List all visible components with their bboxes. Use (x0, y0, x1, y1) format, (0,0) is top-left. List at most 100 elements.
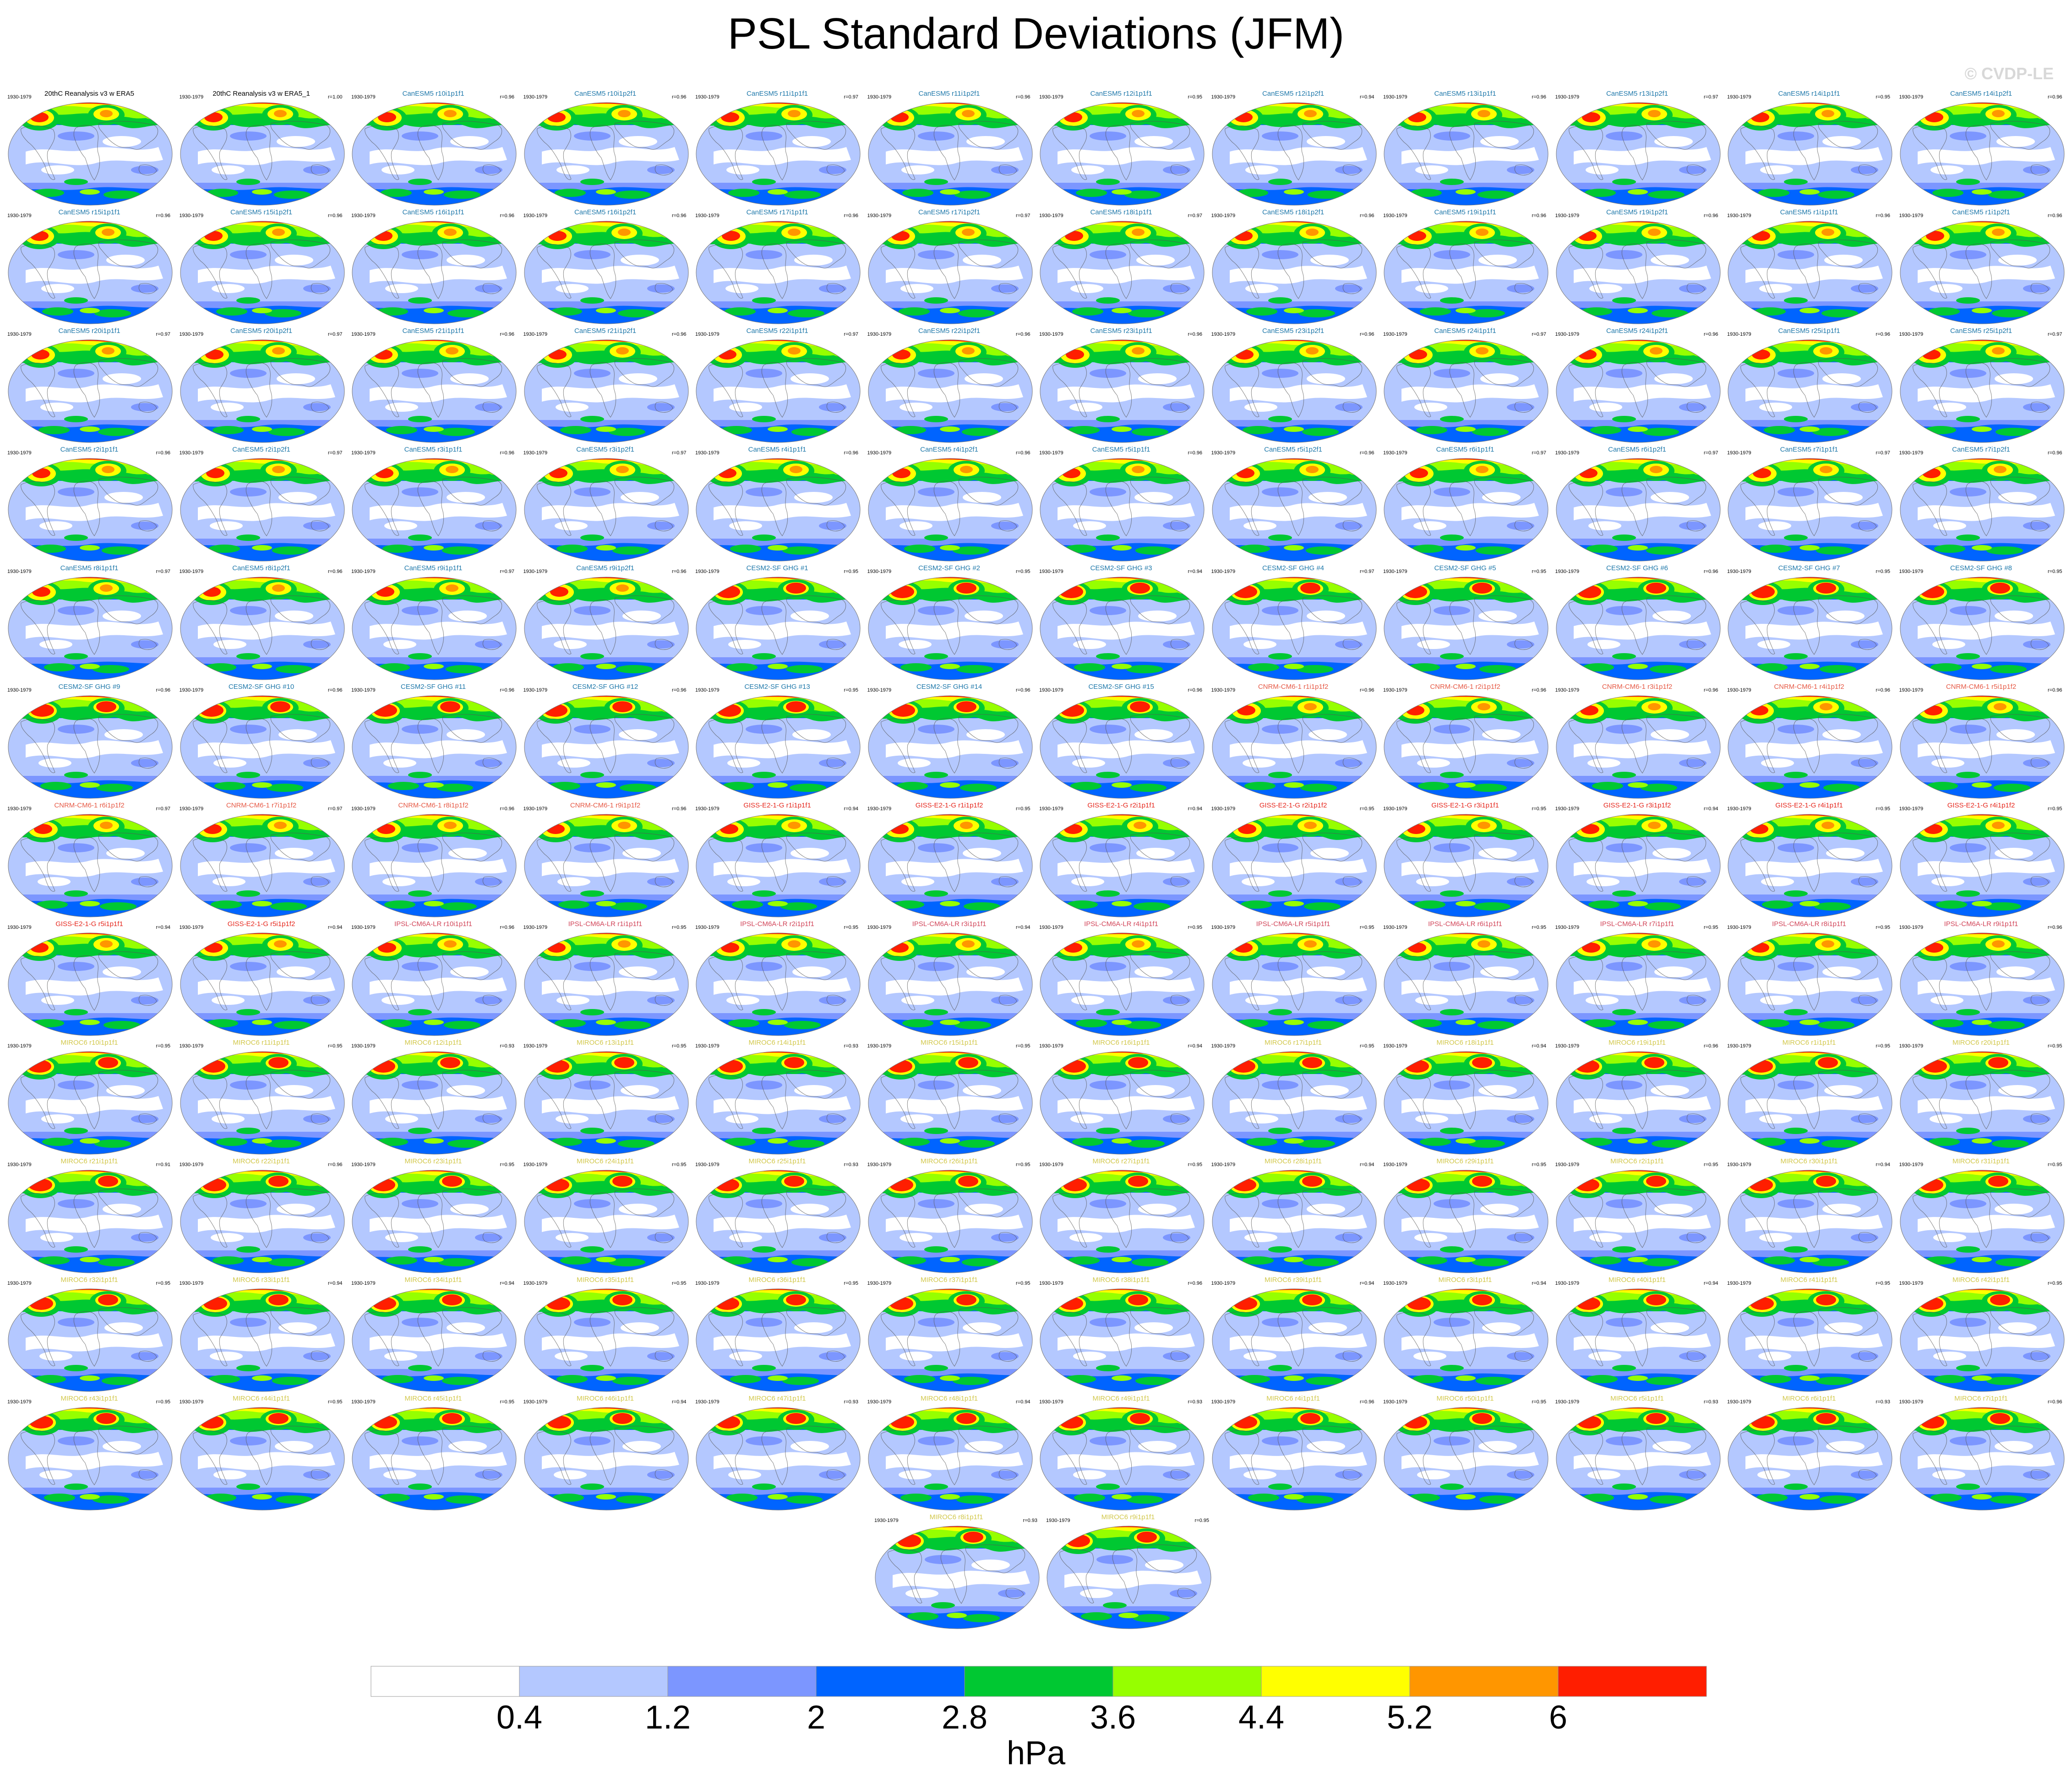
panel-period: 1930-1979 (1383, 1043, 1407, 1049)
panel-period: 1930-1979 (523, 925, 548, 930)
panel-pattern-correlation: r=0.96 (1704, 213, 1718, 218)
copyright-watermark: © CVDP-LE (1964, 64, 2054, 83)
contour-map (1900, 221, 2064, 324)
contour-map (868, 1170, 1032, 1273)
map-panel: 1930-1979 MIROC6 r36i1p1f1 r=0.95 (689, 1276, 861, 1395)
panel-label: CanESM5 r7i1p1f1 (1780, 446, 1838, 453)
map-panel: 1930-1979 MIROC6 r6i1p1f1 r=0.93 (1721, 1395, 1893, 1513)
panel-period: 1930-1979 (179, 569, 204, 574)
panel-pattern-correlation: r=0.97 (844, 94, 859, 100)
map-panel: 1930-1979 MIROC6 r10i1p1f1 r=0.95 (1, 1039, 173, 1157)
contour-map (696, 102, 861, 206)
panel-period: 1930-1979 (7, 925, 32, 930)
panel-label: MIROC6 r33i1p1f1 (232, 1276, 290, 1284)
map-panel: 1930-1979 CanESM5 r19i1p2f1 r=0.96 (1549, 209, 1721, 327)
map-panel: 1930-1979 MIROC6 r35i1p1f1 r=0.95 (517, 1276, 689, 1395)
panel-label: CESM2-SF GHG #9 (58, 683, 120, 691)
map-panel: 1930-1979 GISS-E2-1-G r3i1p1f1 r=0.95 (1377, 802, 1549, 920)
map-panel: 1930-1979 IPSL-CM6A-LR r5i1p1f1 r=0.95 (1205, 921, 1377, 1039)
panel-label: GISS-E2-1-G r4i1p1f1 (1775, 802, 1843, 809)
panel-label: MIROC6 r38i1p1f1 (1092, 1276, 1150, 1284)
map-panel: 1930-1979 CanESM5 r5i1p2f1 r=0.96 (1205, 446, 1377, 564)
map-panel: 1930-1979 CanESM5 r23i1p1f1 r=0.96 (1033, 327, 1205, 446)
contour-map (180, 695, 344, 799)
panel-pattern-correlation: r=0.95 (844, 687, 859, 693)
panel-period: 1930-1979 (1211, 213, 1236, 218)
panel-period: 1930-1979 (351, 1281, 376, 1286)
panel-pattern-correlation: r=0.93 (844, 1399, 859, 1405)
contour-map (1212, 1288, 1376, 1392)
panel-label: MIROC6 r10i1p1f1 (60, 1039, 118, 1047)
contour-map (1212, 695, 1376, 799)
panel-pattern-correlation: r=0.93 (844, 1162, 859, 1167)
panel-label: CanESM5 r11i1p1f1 (747, 90, 808, 98)
panel-period: 1930-1979 (351, 450, 376, 456)
panel-period: 1930-1979 (1727, 332, 1751, 337)
panel-period: 1930-1979 (695, 925, 720, 930)
panel-period: 1930-1979 (1211, 1281, 1236, 1286)
panel-period: 1930-1979 (1899, 1399, 1924, 1405)
panel-label: IPSL-CM6A-LR r8i1p1f1 (1772, 921, 1846, 928)
panel-pattern-correlation: r=0.97 (328, 332, 343, 337)
map-panel: 1930-1979 CESM2-SF GHG #8 r=0.95 (1893, 565, 2065, 683)
panel-label: CanESM5 r5i1p1f1 (1092, 446, 1151, 453)
panel-period: 1930-1979 (1211, 1162, 1236, 1167)
contour-map (1212, 1170, 1376, 1273)
map-panel: 1930-1979 MIROC6 r3i1p1f1 r=0.94 (1377, 1276, 1549, 1395)
panel-pattern-correlation: r=0.97 (500, 569, 515, 574)
panel-label: IPSL-CM6A-LR r2i1p1f1 (740, 921, 814, 928)
map-panel: 1930-1979 MIROC6 r22i1p1f1 r=0.96 (173, 1158, 345, 1276)
contour-map (696, 814, 861, 917)
map-panel: 1930-1979 CanESM5 r22i1p1f1 r=0.97 (689, 327, 861, 446)
panel-period: 1930-1979 (1727, 569, 1751, 574)
panel-pattern-correlation: r=0.97 (1188, 213, 1203, 218)
panel-label: CanESM5 r20i1p2f1 (230, 327, 293, 335)
panel-pattern-correlation: r=0.93 (500, 1043, 515, 1049)
map-panel: 1930-1979 CanESM5 r16i1p1f1 r=0.96 (345, 209, 517, 327)
panel-label: CanESM5 r10i1p2f1 (574, 90, 637, 98)
panel-period: 1930-1979 (7, 687, 32, 693)
contour-map (1040, 458, 1205, 562)
map-panel: 1930-1979 MIROC6 r50i1p1f1 r=0.95 (1377, 1395, 1549, 1513)
panel-period: 1930-1979 (1211, 450, 1236, 456)
panel-label: MIROC6 r36i1p1f1 (748, 1276, 806, 1284)
contour-map (1212, 458, 1376, 562)
panel-label: MIROC6 r4i1p1f1 (1266, 1395, 1320, 1402)
contour-map (1040, 577, 1205, 680)
map-panel: 1930-1979 IPSL-CM6A-LR r6i1p1f1 r=0.95 (1377, 921, 1549, 1039)
map-panel: 1930-1979 MIROC6 r13i1p1f1 r=0.95 (517, 1039, 689, 1157)
panel-period: 1930-1979 (1555, 569, 1580, 574)
map-panel: 1930-1979 GISS-E2-1-G r5i1p1f1 r=0.94 (1, 921, 173, 1039)
panel-label: MIROC6 r44i1p1f1 (232, 1395, 290, 1402)
panel-pattern-correlation: r=0.95 (500, 1162, 515, 1167)
map-panel: 1930-1979 CanESM5 r10i1p2f1 r=0.96 (517, 90, 689, 208)
panel-label: MIROC6 r5i1p1f1 (1610, 1395, 1664, 1402)
panel-period: 1930-1979 (1555, 1399, 1580, 1405)
contour-map (868, 1051, 1032, 1155)
map-panel: 1930-1979 CanESM5 r10i1p1f1 r=0.96 (345, 90, 517, 208)
contour-map (1384, 1170, 1549, 1273)
panel-period: 1930-1979 (1555, 1162, 1580, 1167)
contour-map (1728, 458, 1892, 562)
map-panel: 1930-1979 IPSL-CM6A-LR r8i1p1f1 r=0.95 (1721, 921, 1893, 1039)
contour-map (8, 221, 173, 324)
contour-map (180, 102, 344, 206)
panel-label: MIROC6 r31i1p1f1 (1952, 1158, 2010, 1165)
panel-label: MIROC6 r3i1p1f1 (1438, 1276, 1492, 1284)
map-panel: 1930-1979 MIROC6 r39i1p1f1 r=0.94 (1205, 1276, 1377, 1395)
map-panel: 1930-1979 CanESM5 r21i1p1f1 r=0.96 (345, 327, 517, 446)
panel-label: CanESM5 r18i1p2f1 (1262, 209, 1325, 216)
panel-pattern-correlation: r=0.96 (1360, 213, 1374, 218)
contour-map (1040, 221, 1205, 324)
map-panel: 1930-1979 MIROC6 r31i1p1f1 r=0.95 (1893, 1158, 2065, 1276)
panel-pattern-correlation: r=0.96 (156, 450, 171, 456)
panel-label: CanESM5 r22i1p2f1 (918, 327, 981, 335)
panel-period: 1930-1979 (1383, 1399, 1407, 1405)
panel-period: 1930-1979 (867, 687, 892, 693)
panel-label: MIROC6 r39i1p1f1 (1264, 1276, 1322, 1284)
map-panel: 1930-1979 CanESM5 r9i1p1f1 r=0.97 (345, 565, 517, 683)
panel-period: 1930-1979 (1727, 925, 1751, 930)
map-panel: 1930-1979 MIROC6 r23i1p1f1 r=0.95 (345, 1158, 517, 1276)
panel-label: IPSL-CM6A-LR r6i1p1f1 (1428, 921, 1502, 928)
panel-pattern-correlation: r=0.96 (156, 687, 171, 693)
